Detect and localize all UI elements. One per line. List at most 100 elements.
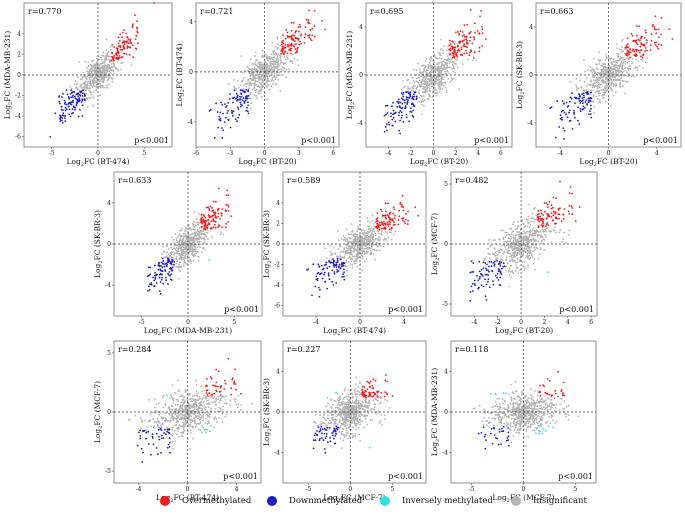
- point-insignificant: [354, 236, 357, 239]
- point-overmethylated: [282, 47, 285, 50]
- point-overmethylated: [280, 52, 282, 55]
- point-insignificant: [254, 61, 256, 64]
- point-insignificant: [601, 79, 604, 82]
- point-insignificant: [169, 254, 172, 257]
- point-insignificant: [433, 88, 436, 91]
- point-insignificant: [509, 240, 512, 242]
- point-insignificant: [366, 217, 369, 220]
- point-insignificant: [614, 91, 617, 94]
- point-overmethylated: [640, 37, 642, 40]
- point-insignificant: [347, 261, 350, 263]
- point-insignificant: [623, 58, 626, 61]
- point-downmethylated: [398, 101, 400, 103]
- point-insignificant: [272, 50, 274, 52]
- point-overmethylated: [404, 218, 407, 221]
- point-insignificant: [592, 94, 595, 96]
- point-overmethylated: [541, 222, 544, 225]
- point-insignificant: [431, 96, 434, 99]
- point-insignificant: [598, 91, 600, 93]
- point-insignificant: [603, 81, 606, 83]
- point-insignificant: [423, 88, 426, 91]
- point-downmethylated: [171, 269, 174, 272]
- point-downmethylated: [571, 92, 573, 95]
- point-insignificant: [185, 241, 188, 243]
- point-insignificant: [549, 229, 552, 232]
- point-insignificant: [277, 60, 279, 63]
- point-downmethylated: [578, 97, 581, 100]
- y-tick-label: 0: [529, 72, 533, 79]
- point-insignificant: [595, 73, 598, 75]
- point-downmethylated: [157, 268, 160, 271]
- point-insignificant: [540, 235, 543, 238]
- point-downmethylated: [392, 109, 395, 112]
- point-insignificant: [251, 68, 254, 71]
- point-downmethylated: [480, 284, 483, 287]
- point-insignificant: [612, 68, 615, 71]
- point-insignificant: [606, 57, 608, 60]
- point-insignificant: [98, 78, 101, 81]
- point-overmethylated: [636, 34, 638, 37]
- point-overmethylated: [227, 221, 230, 223]
- point-downmethylated: [246, 106, 248, 109]
- point-overmethylated: [567, 210, 570, 213]
- point-insignificant: [102, 62, 104, 65]
- point-insignificant: [195, 248, 198, 250]
- point-insignificant: [325, 257, 328, 260]
- point-downmethylated: [170, 273, 173, 275]
- point-insignificant: [598, 79, 601, 82]
- point-insignificant: [120, 62, 122, 65]
- point-overmethylated: [455, 54, 458, 57]
- point-insignificant: [384, 237, 386, 240]
- point-insignificant: [437, 76, 439, 79]
- point-insignificant: [337, 248, 340, 250]
- point-insignificant: [243, 77, 245, 79]
- point-insignificant: [268, 80, 271, 83]
- point-overmethylated: [384, 226, 386, 229]
- point-insignificant: [496, 258, 498, 261]
- point-downmethylated: [401, 102, 404, 105]
- point-overmethylated: [113, 46, 115, 48]
- point-downmethylated: [333, 271, 336, 273]
- point-downmethylated: [336, 271, 338, 273]
- point-overmethylated: [650, 33, 653, 35]
- point-overmethylated: [209, 227, 212, 230]
- point-insignificant: [189, 244, 192, 246]
- point-insignificant: [528, 247, 531, 250]
- point-downmethylated: [574, 116, 576, 119]
- point-downmethylated: [327, 272, 330, 275]
- point-insignificant: [555, 231, 557, 234]
- point-insignificant: [368, 246, 371, 249]
- point-insignificant: [529, 233, 531, 236]
- point-downmethylated: [410, 107, 412, 110]
- point-downmethylated: [245, 97, 247, 100]
- point-downmethylated: [399, 106, 402, 109]
- point-insignificant: [597, 92, 600, 95]
- point-overmethylated: [207, 223, 210, 226]
- point-insignificant: [288, 68, 291, 71]
- point-insignificant: [430, 69, 433, 72]
- point-insignificant: [285, 55, 288, 57]
- point-downmethylated: [167, 283, 169, 285]
- point-insignificant: [259, 73, 262, 75]
- point-insignificant: [510, 233, 513, 236]
- point-insignificant: [197, 223, 200, 226]
- point-insignificant: [90, 93, 93, 96]
- point-insignificant: [189, 242, 191, 244]
- point-overmethylated: [388, 213, 391, 216]
- point-insignificant: [427, 63, 430, 66]
- point-downmethylated: [240, 92, 243, 95]
- point-insignificant: [272, 61, 275, 63]
- point-overmethylated: [208, 208, 211, 210]
- point-insignificant: [394, 230, 397, 233]
- point-insignificant: [260, 85, 263, 88]
- point-insignificant: [511, 241, 513, 244]
- point-insignificant: [79, 78, 82, 81]
- point-insignificant: [456, 66, 459, 68]
- point-insignificant: [92, 59, 95, 62]
- point-insignificant: [367, 240, 370, 242]
- point-insignificant: [646, 57, 649, 60]
- point-overmethylated: [465, 49, 467, 52]
- point-overmethylated: [629, 56, 632, 59]
- point-insignificant: [615, 75, 617, 78]
- point-downmethylated: [408, 120, 410, 123]
